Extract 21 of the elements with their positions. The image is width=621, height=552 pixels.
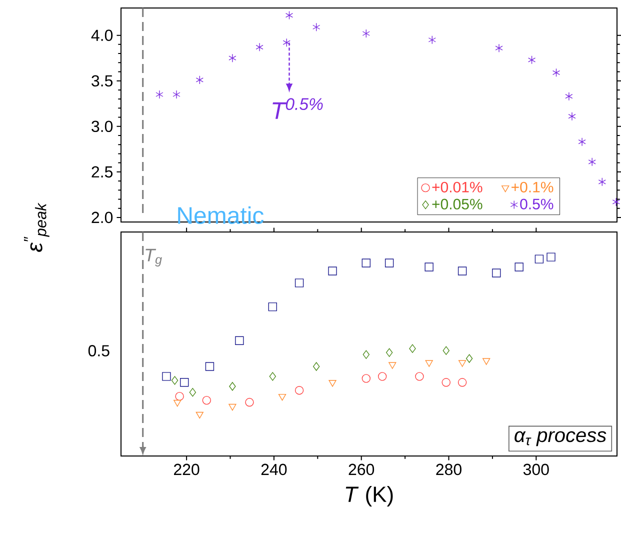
y-tick-label: 2.5 xyxy=(92,166,113,178)
x-tick-label: 260 xyxy=(348,464,374,476)
y-tick-label: 3.5 xyxy=(92,75,113,87)
x-tick-label: 280 xyxy=(436,464,462,476)
legend-label: 0.5% xyxy=(520,198,554,210)
y-tick-label: 3.0 xyxy=(92,120,113,132)
x-tick-label: 240 xyxy=(261,464,287,476)
x-tick-label: 300 xyxy=(523,464,549,476)
x-tick-label: 220 xyxy=(174,464,200,476)
legend-label: +0.01% xyxy=(432,182,482,192)
ref-line-label: T$_{g}$ xyxy=(146,248,162,266)
annotation: T$^{0.5%}$ xyxy=(272,98,323,119)
annotation: Nematic xyxy=(178,206,264,224)
x-axis-title: T (K) xyxy=(346,486,393,506)
text: 0.5 xyxy=(88,345,110,356)
y-tick-label: 2.0 xyxy=(92,212,113,224)
annotation: α$_{τ}$ process xyxy=(514,431,606,446)
legend-label: +0.1% xyxy=(512,182,554,192)
y-axis-title: ε$^{″}$peak xyxy=(24,202,50,252)
y-tick-label: 4.0 xyxy=(91,30,113,41)
legend-label: +0.05% xyxy=(432,198,482,210)
